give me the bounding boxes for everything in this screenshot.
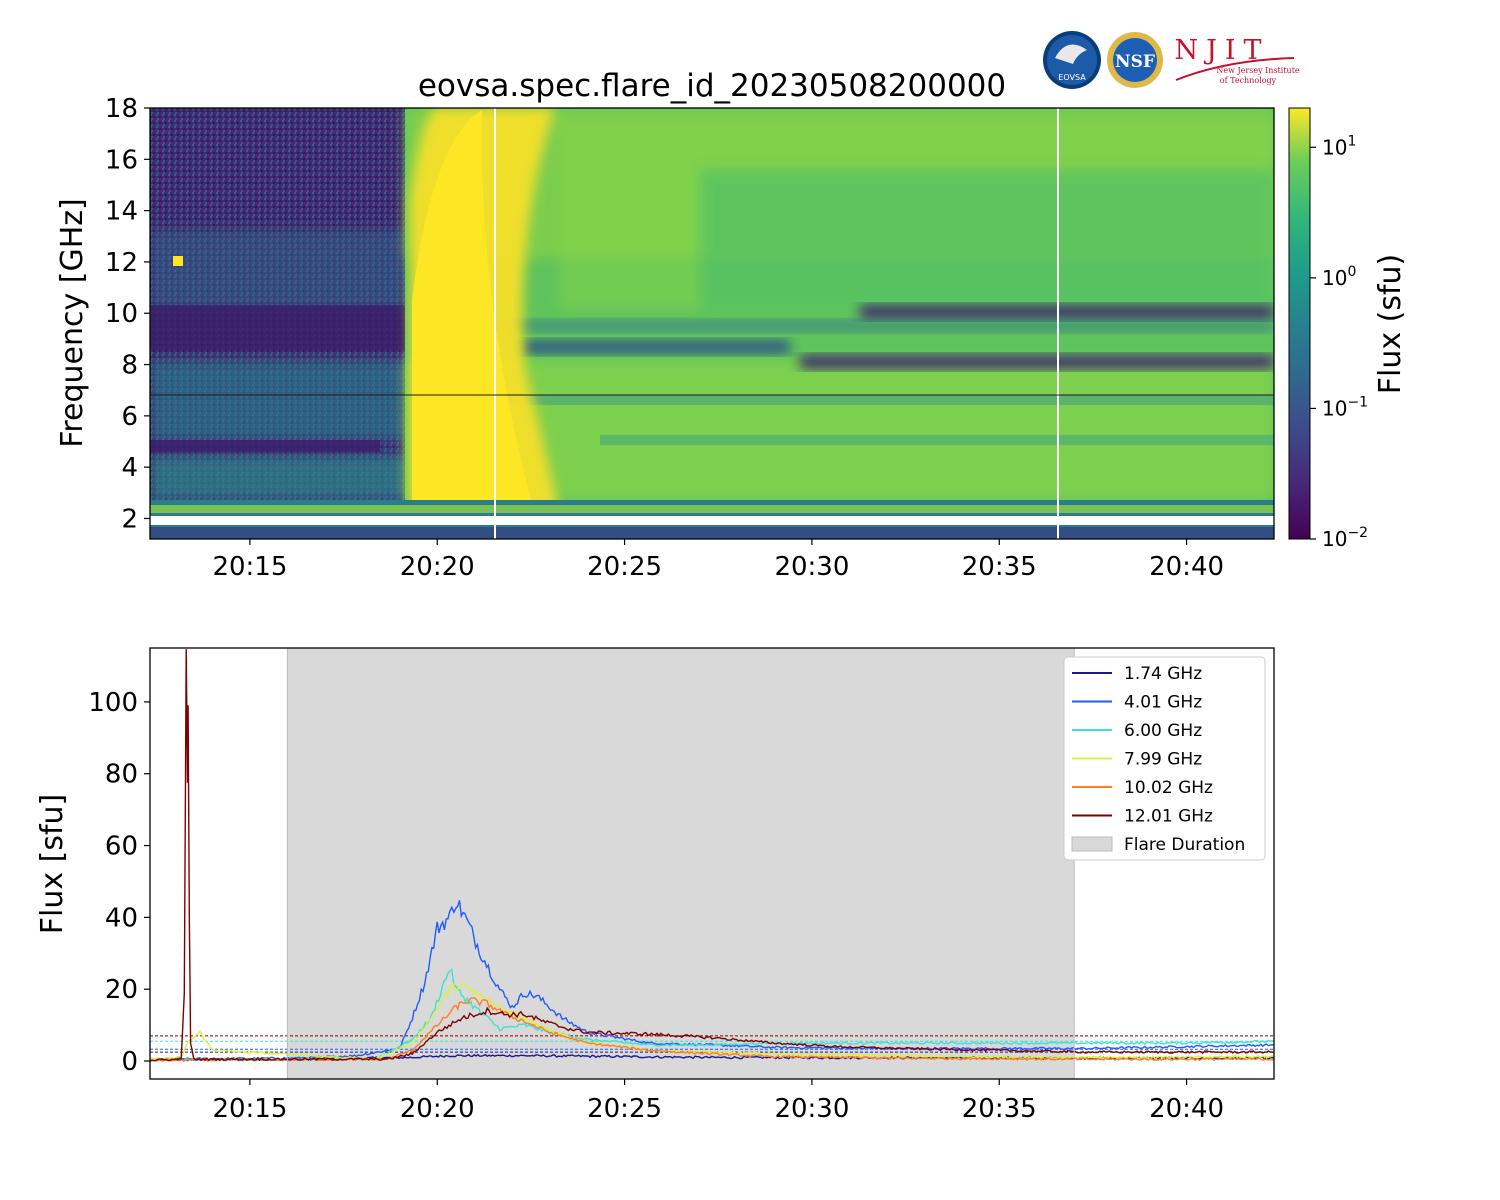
bottom-y-tick-label: 20 [105, 975, 138, 1005]
bottom-y-tick-label: 40 [105, 903, 138, 933]
spectrogram [150, 108, 1274, 539]
top-y-tick-label: 6 [121, 402, 138, 432]
top-y-tick-label: 2 [121, 504, 138, 534]
bottom-y-axis-label: Flux [sfu] [35, 794, 70, 935]
legend-label: 10.02 GHz [1124, 778, 1213, 798]
series-line [150, 968, 1274, 1062]
njit-logo: NJIT New Jersey Institute of Technology [1174, 35, 1299, 85]
top-y-tick-label: 14 [105, 197, 138, 227]
top-y-tick-label: 12 [105, 248, 138, 278]
legend-box [1063, 656, 1266, 861]
top-x-tick-label: 20:25 [587, 552, 662, 582]
bottom-x-axis: 20:15 20:20 20:25 20:30 20:35 20:40 [212, 1079, 1224, 1124]
bottom-x-tick-label: 20:20 [400, 1094, 475, 1124]
top-x-tick-label: 20:30 [774, 552, 849, 582]
legend: 1.74 GHz 4.01 GHz 6.00 GHz 7.99 GHz 10.02 GH… [1063, 656, 1266, 861]
nsf-logo: NSF [1107, 32, 1163, 88]
legend-label: 6.00 GHz [1124, 721, 1202, 741]
bottom-x-tick-label: 20:40 [1149, 1094, 1224, 1124]
series-lines [150, 649, 1274, 1063]
top-y-tick-label: 10 [105, 299, 138, 329]
chart-title: eovsa.spec.flare_id_20230508200000 [418, 68, 1006, 104]
legend-label: 12.01 GHz [1124, 807, 1213, 827]
bottom-y-tick-label: 60 [105, 832, 138, 862]
top-y-axis: 2 4 6 8 10 12 14 16 18 [105, 94, 150, 534]
top-x-tick-label: 20:40 [1149, 552, 1224, 582]
top-y-tick-label: 8 [121, 351, 138, 381]
colorbar [1288, 107, 1311, 540]
top-axes-frame [149, 107, 1275, 540]
svg-text:NSF: NSF [1115, 52, 1155, 72]
bottom-x-tick-label: 20:35 [962, 1094, 1037, 1124]
legend-label-flare: Flare Duration [1124, 835, 1245, 855]
legend-label: 4.01 GHz [1124, 693, 1202, 713]
bottom-y-tick-label: 100 [88, 688, 138, 718]
series-line [150, 649, 1274, 1062]
colorbar-tick-label: 100 [1322, 264, 1356, 290]
svg-text:of Technology: of Technology [1220, 76, 1277, 85]
bottom-y-tick-label: 80 [105, 760, 138, 790]
bottom-x-tick-label: 20:30 [774, 1094, 849, 1124]
bottom-axes-frame [149, 647, 1275, 1080]
bottom-x-tick-label: 20:25 [587, 1094, 662, 1124]
top-x-tick-label: 20:20 [400, 552, 475, 582]
top-y-tick-label: 18 [105, 94, 138, 124]
top-y-tick-label: 4 [121, 453, 138, 483]
colorbar-tick-label: 101 [1322, 133, 1356, 159]
flare-duration-shade [287, 648, 1075, 1079]
top-y-tick-label: 16 [105, 145, 138, 175]
svg-text:EOVSA: EOVSA [1058, 73, 1086, 82]
top-y-axis-label: Frequency [GHz] [55, 198, 90, 447]
top-x-tick-label: 20:15 [212, 552, 287, 582]
legend-swatch-flare [1071, 836, 1113, 852]
eovsa-logo: EOVSA [1043, 31, 1101, 89]
colorbar-tick-label: 10−1 [1322, 394, 1368, 420]
svg-text:New Jersey Institute: New Jersey Institute [1216, 66, 1300, 75]
bottom-y-axis: 0 20 40 60 80 100 [88, 688, 150, 1077]
series-line [150, 982, 1274, 1061]
top-x-tick-label: 20:35 [962, 552, 1037, 582]
colorbar-tick-label: 10−2 [1322, 525, 1368, 551]
colorbar-label: Flux (sfu) [1373, 254, 1408, 395]
legend-label: 7.99 GHz [1124, 750, 1202, 770]
top-x-axis: 20:15 20:20 20:25 20:30 20:35 20:40 [212, 539, 1224, 582]
legend-label: 1.74 GHz [1124, 664, 1202, 684]
colorbar-ticks: 101 100 10−1 10−2 [1310, 133, 1368, 551]
bottom-x-tick-label: 20:15 [212, 1094, 287, 1124]
bottom-y-tick-label: 0 [121, 1047, 138, 1077]
lightcurve-plot [150, 648, 1274, 1079]
